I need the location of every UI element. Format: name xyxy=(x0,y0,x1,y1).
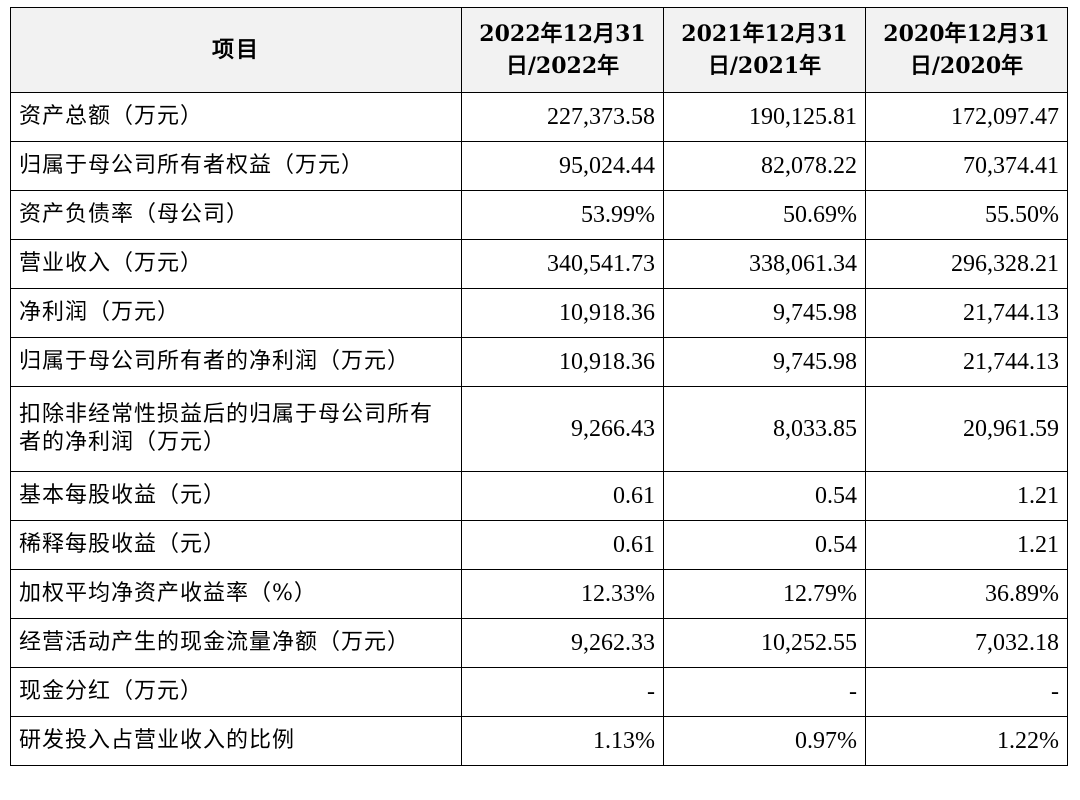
cell-2021: 9,745.98 xyxy=(663,288,866,338)
cell-2022: 12.33% xyxy=(461,569,664,619)
row-label: 归属于母公司所有者权益（万元） xyxy=(10,141,462,191)
cell-2021: 82,078.22 xyxy=(663,141,866,191)
row-label: 现金分红（万元） xyxy=(10,667,462,717)
table-row: 归属于母公司所有者的净利润（万元） 10,918.36 9,745.98 21,… xyxy=(10,337,1068,387)
cell-2022: 9,266.43 xyxy=(461,386,664,472)
header-year-2020: 2020年12月31日/2020年 xyxy=(865,7,1068,93)
cell-2021: 9,745.98 xyxy=(663,337,866,387)
cell-2021: 190,125.81 xyxy=(663,92,866,142)
cell-2021: 0.54 xyxy=(663,520,866,570)
cell-2020: 1.21 xyxy=(865,520,1068,570)
cell-2020: 20,961.59 xyxy=(865,386,1068,472)
financial-summary-table: 项目 2022年12月31日/2022年 2021年12月31日/2021年 2… xyxy=(10,7,1068,766)
cell-2021: 10,252.55 xyxy=(663,618,866,668)
header-row: 项目 2022年12月31日/2022年 2021年12月31日/2021年 2… xyxy=(10,7,1068,93)
cell-2022: 9,262.33 xyxy=(461,618,664,668)
cell-2020: 1.22% xyxy=(865,716,1068,766)
cell-2020: 1.21 xyxy=(865,471,1068,521)
cell-2022: - xyxy=(461,667,664,717)
table-row: 资产负债率（母公司） 53.99% 50.69% 55.50% xyxy=(10,190,1068,240)
cell-2022: 0.61 xyxy=(461,520,664,570)
cell-2020: - xyxy=(865,667,1068,717)
row-label: 营业收入（万元） xyxy=(10,239,462,289)
row-label: 扣除非经常性损益后的归属于母公司所有者的净利润（万元） xyxy=(10,386,462,472)
table-row: 扣除非经常性损益后的归属于母公司所有者的净利润（万元） 9,266.43 8,0… xyxy=(10,386,1068,472)
table-row: 加权平均净资产收益率（%） 12.33% 12.79% 36.89% xyxy=(10,569,1068,619)
table-header: 项目 2022年12月31日/2022年 2021年12月31日/2021年 2… xyxy=(10,7,1068,93)
cell-2020: 21,744.13 xyxy=(865,288,1068,338)
cell-2020: 36.89% xyxy=(865,569,1068,619)
cell-2022: 95,024.44 xyxy=(461,141,664,191)
cell-2020: 21,744.13 xyxy=(865,337,1068,387)
cell-2022: 0.61 xyxy=(461,471,664,521)
cell-2020: 7,032.18 xyxy=(865,618,1068,668)
table-row: 资产总额（万元） 227,373.58 190,125.81 172,097.4… xyxy=(10,92,1068,142)
cell-2022: 340,541.73 xyxy=(461,239,664,289)
row-label: 研发投入占营业收入的比例 xyxy=(10,716,462,766)
table-row: 经营活动产生的现金流量净额（万元） 9,262.33 10,252.55 7,0… xyxy=(10,618,1068,668)
cell-2020: 70,374.41 xyxy=(865,141,1068,191)
cell-2020: 296,328.21 xyxy=(865,239,1068,289)
financial-table-container: 项目 2022年12月31日/2022年 2021年12月31日/2021年 2… xyxy=(10,7,1068,766)
header-year-2022: 2022年12月31日/2022年 xyxy=(461,7,664,93)
row-label: 资产负债率（母公司） xyxy=(10,190,462,240)
cell-2020: 172,097.47 xyxy=(865,92,1068,142)
row-label: 经营活动产生的现金流量净额（万元） xyxy=(10,618,462,668)
cell-2022: 227,373.58 xyxy=(461,92,664,142)
row-label: 稀释每股收益（元） xyxy=(10,520,462,570)
row-label: 净利润（万元） xyxy=(10,288,462,338)
table-body: 资产总额（万元） 227,373.58 190,125.81 172,097.4… xyxy=(10,92,1068,766)
cell-2021: 12.79% xyxy=(663,569,866,619)
row-label: 基本每股收益（元） xyxy=(10,471,462,521)
cell-2022: 10,918.36 xyxy=(461,337,664,387)
table-row: 净利润（万元） 10,918.36 9,745.98 21,744.13 xyxy=(10,288,1068,338)
cell-2020: 55.50% xyxy=(865,190,1068,240)
cell-2021: 0.54 xyxy=(663,471,866,521)
cell-2021: - xyxy=(663,667,866,717)
table-row: 稀释每股收益（元） 0.61 0.54 1.21 xyxy=(10,520,1068,570)
cell-2022: 53.99% xyxy=(461,190,664,240)
cell-2021: 0.97% xyxy=(663,716,866,766)
table-row: 归属于母公司所有者权益（万元） 95,024.44 82,078.22 70,3… xyxy=(10,141,1068,191)
cell-2021: 50.69% xyxy=(663,190,866,240)
row-label: 加权平均净资产收益率（%） xyxy=(10,569,462,619)
row-label: 资产总额（万元） xyxy=(10,92,462,142)
header-year-2021: 2021年12月31日/2021年 xyxy=(663,7,866,93)
cell-2022: 1.13% xyxy=(461,716,664,766)
table-row: 现金分红（万元） - - - xyxy=(10,667,1068,717)
row-label: 归属于母公司所有者的净利润（万元） xyxy=(10,337,462,387)
cell-2021: 8,033.85 xyxy=(663,386,866,472)
cell-2021: 338,061.34 xyxy=(663,239,866,289)
table-row: 基本每股收益（元） 0.61 0.54 1.21 xyxy=(10,471,1068,521)
header-item: 项目 xyxy=(10,7,462,93)
table-row: 营业收入（万元） 340,541.73 338,061.34 296,328.2… xyxy=(10,239,1068,289)
cell-2022: 10,918.36 xyxy=(461,288,664,338)
table-row: 研发投入占营业收入的比例 1.13% 0.97% 1.22% xyxy=(10,716,1068,766)
